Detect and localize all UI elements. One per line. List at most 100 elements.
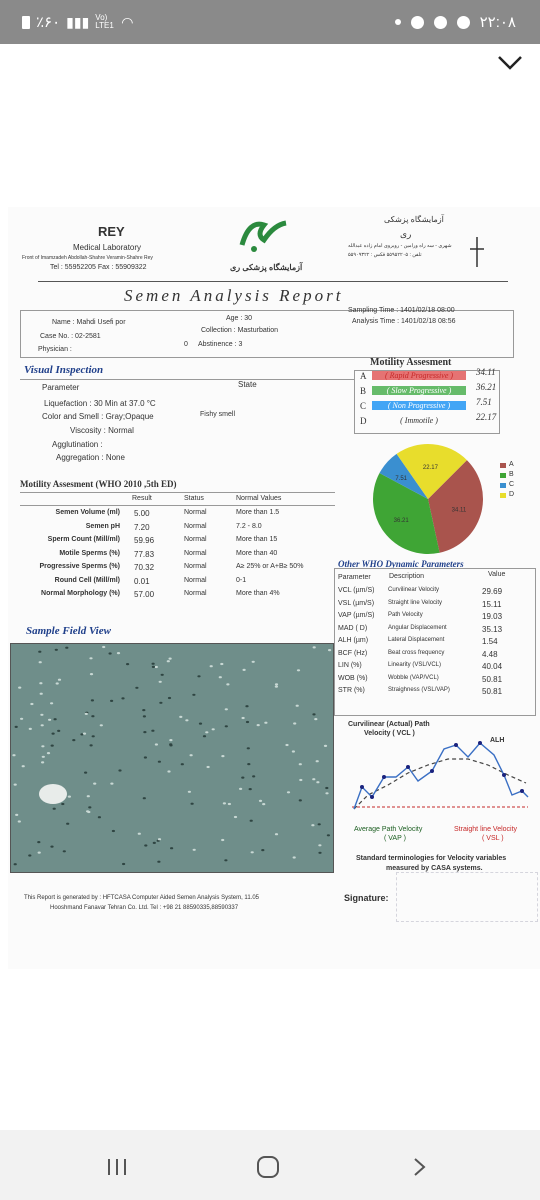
who-row-status: Normal [184, 576, 207, 584]
sperm-cell [317, 823, 321, 826]
liquefaction: Liquefaction : 30 Min at 37.0 °C [44, 399, 156, 408]
sperm-cell [116, 652, 121, 655]
dynamic-row-param: MAD ( D) [338, 624, 368, 632]
dynamic-row-param: VSL (µm/S) [338, 599, 375, 607]
sperm-cell [99, 724, 103, 727]
sperm-cell [61, 802, 65, 806]
lab-fa-address: شهری - سه راه ورامین - روبروی امام زاده … [348, 243, 452, 249]
sperm-cell [57, 729, 61, 732]
sperm-cell [154, 665, 158, 669]
sperm-cell [312, 778, 316, 781]
sperm-cell [226, 683, 230, 686]
who-row-status: Normal [184, 536, 207, 543]
chevron-down-icon[interactable] [496, 52, 524, 72]
dynamic-row-param: STR (%) [338, 687, 365, 694]
sperm-cell [57, 678, 62, 681]
sperm-cell [91, 735, 95, 738]
sperm-cell [50, 845, 54, 848]
sperm-cell [285, 743, 289, 747]
legend-label-A: A [509, 461, 514, 468]
sperm-cell [84, 712, 88, 715]
sperm-cell [202, 735, 207, 738]
sperm-cell [48, 718, 52, 721]
sperm-cell [39, 692, 43, 695]
pie-slice-D [396, 444, 467, 499]
sperm-cell [15, 813, 19, 816]
sperm-cell [17, 820, 21, 823]
sperm-cell [189, 754, 193, 757]
back-icon[interactable] [412, 1156, 428, 1178]
recent-apps-icon[interactable] [106, 1157, 128, 1177]
sperm-cell [197, 675, 201, 678]
stamp-image [396, 872, 538, 922]
sperm-cell [51, 732, 55, 735]
sperm-cell [315, 760, 319, 763]
home-icon[interactable] [256, 1155, 282, 1179]
clock: ۲۲:۰۸ [479, 14, 516, 31]
sperm-cell [41, 755, 45, 758]
who-row-normal: 7.2 - 8.0 [236, 522, 262, 530]
dynamic-row-param: ALH (µm) [338, 637, 369, 644]
dynamic-row-value: 1.54 [482, 637, 498, 646]
sperm-cell [89, 744, 93, 747]
sperm-cell [251, 660, 255, 663]
who-row-name: Progressive Sperms (%) [39, 563, 120, 570]
sperm-cell [261, 849, 265, 852]
who-row-name: Normal Morphology (%) [41, 590, 120, 597]
dynamic-row-value: 50.81 [482, 687, 503, 696]
navigation-bar [0, 1130, 540, 1200]
sperm-cell [224, 859, 228, 862]
sperm-cell [224, 725, 228, 728]
sperm-cell [221, 838, 225, 842]
report-title: Semen Analysis Report [124, 286, 344, 305]
sperm-cell [252, 775, 256, 778]
dynamic-row-desc: Curvilinear Velocity [388, 587, 440, 593]
sperm-cell [93, 782, 97, 785]
sperm-cell [233, 815, 238, 819]
dynamic-row-desc: Linearity (VSL/VCL) [388, 662, 442, 668]
sperm-cell [224, 708, 228, 711]
who-row-result: 0.01 [134, 576, 150, 586]
viscosity: Viscosity : Normal [70, 426, 134, 435]
sperm-cell [50, 744, 54, 747]
case-number: Case No. : 02-2581 [40, 333, 101, 340]
dynamic-row-value: 35.13 [482, 624, 503, 634]
dynamic-row-desc: Straighness (VSL/VAP) [388, 687, 450, 693]
sperm-cell [142, 715, 146, 718]
sperm-cell [256, 724, 260, 727]
sperm-cell [91, 715, 95, 718]
sperm-cell [311, 824, 315, 827]
sperm-cell [169, 744, 173, 747]
sperm-cell [89, 673, 94, 676]
sperm-cell [126, 663, 130, 666]
motility-table [354, 370, 500, 434]
sperm-cell [28, 727, 32, 730]
standard-note: Standard terminologies for Velocity vari… [356, 855, 507, 862]
pie-label-A: 34.11 [452, 507, 467, 513]
motility-letter: D [360, 416, 367, 426]
dynamic-title: Other WHO Dynamic Parameters [338, 559, 464, 569]
who-row-name: Sperm Count (Mill/ml) [47, 536, 120, 543]
lab-fa-name: ری [400, 229, 412, 239]
dynamic-row-desc: Path Velocity [388, 612, 423, 618]
sperm-cell [167, 770, 171, 773]
sperm-cell [325, 792, 329, 795]
sperm-cell [198, 722, 203, 725]
sperm-cell [227, 802, 231, 806]
sperm-cell [13, 863, 17, 866]
sperm-cell [151, 662, 155, 665]
sperm-cell [52, 807, 56, 810]
patient-name: Name : Mahdi Usefi por [52, 319, 126, 326]
lab-address: Front of Imamzadeh Abdollah-Shahre Veram… [22, 255, 153, 261]
visual-inspection-heading: Visual Inspection [24, 364, 104, 376]
debris-blob [39, 784, 67, 804]
who-row-status: Normal [184, 509, 207, 516]
sperm-cell [158, 680, 162, 683]
sperm-cell [102, 645, 106, 649]
legend-swatch-D [500, 493, 506, 498]
sperm-cell [86, 810, 90, 813]
sperm-cell [206, 765, 210, 769]
sperm-cell [318, 851, 322, 854]
sperm-cell [135, 686, 139, 689]
sperm-cell [249, 819, 253, 822]
